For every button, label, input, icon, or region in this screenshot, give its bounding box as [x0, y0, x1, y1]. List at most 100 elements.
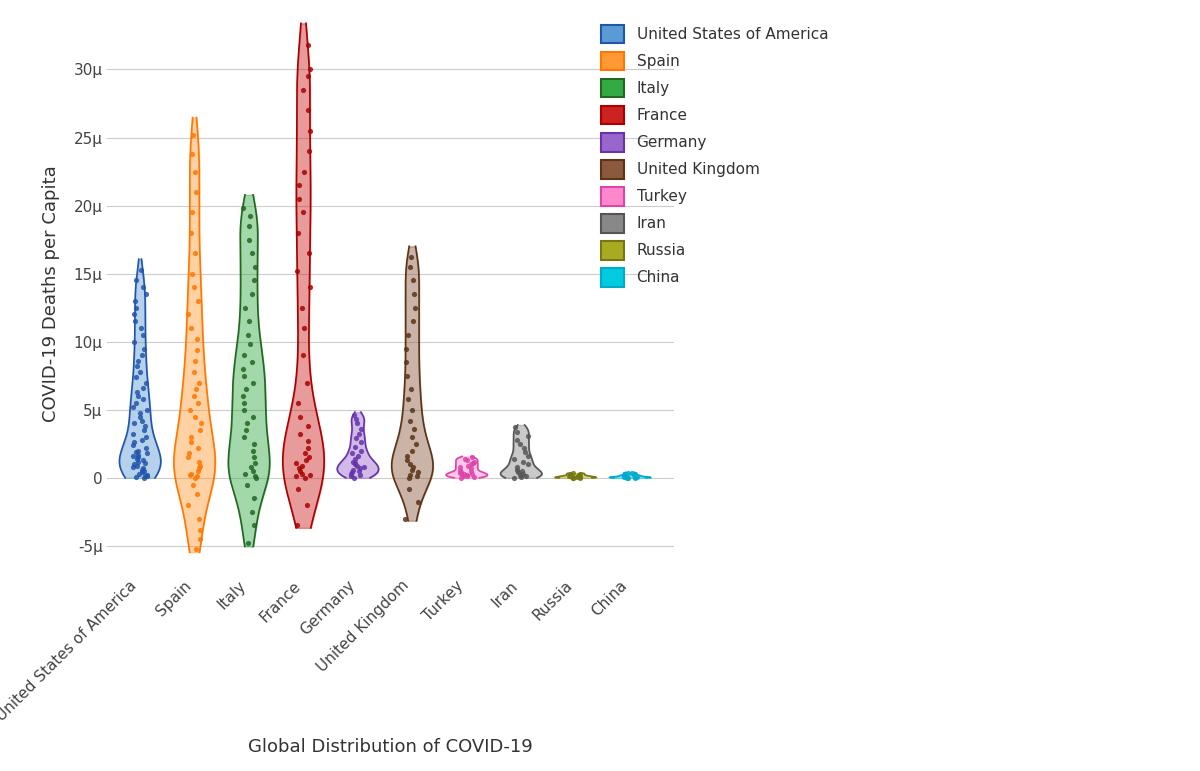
Point — [404, 274, 424, 287]
Point — [347, 417, 366, 429]
Point — [457, 470, 476, 483]
Point — [400, 483, 419, 495]
Point — [128, 451, 148, 463]
Point — [127, 371, 146, 383]
Point — [287, 456, 306, 469]
Point — [244, 520, 263, 532]
Point — [344, 472, 364, 484]
Point — [179, 451, 198, 463]
Point — [136, 431, 155, 443]
Point — [133, 382, 152, 394]
Point — [625, 469, 644, 481]
Point — [133, 415, 152, 427]
Point — [192, 417, 211, 429]
Point — [185, 472, 204, 484]
Point — [347, 413, 366, 426]
Point — [403, 315, 422, 328]
Point — [518, 450, 538, 463]
Point — [300, 281, 319, 294]
Point — [235, 397, 254, 409]
Point — [127, 453, 146, 465]
Point — [397, 342, 416, 355]
Point — [133, 454, 152, 466]
Point — [241, 461, 260, 473]
Point — [289, 227, 308, 239]
Point — [187, 488, 206, 500]
Point — [290, 465, 310, 477]
Point — [406, 438, 425, 450]
Point — [235, 301, 254, 314]
Point — [244, 376, 263, 389]
Point — [352, 444, 371, 456]
Point — [352, 436, 371, 449]
Point — [349, 465, 368, 477]
Point — [289, 193, 308, 205]
Point — [560, 470, 580, 483]
Point — [238, 479, 257, 491]
Point — [569, 470, 588, 482]
Point — [614, 471, 634, 483]
Point — [128, 355, 148, 367]
Point — [511, 471, 530, 483]
Point — [463, 456, 482, 469]
Point — [299, 70, 318, 82]
Point — [236, 424, 256, 436]
Point — [300, 145, 319, 157]
Point — [625, 470, 644, 483]
Point — [342, 470, 361, 483]
Point — [187, 333, 206, 345]
Point — [508, 433, 527, 446]
Point — [509, 466, 528, 479]
Point — [181, 467, 200, 480]
Point — [569, 470, 588, 482]
Point — [188, 465, 208, 477]
Point — [134, 424, 154, 436]
Point — [127, 460, 146, 472]
Point — [180, 403, 199, 416]
Point — [299, 451, 318, 463]
Point — [244, 444, 263, 456]
Point — [182, 268, 202, 280]
Point — [402, 383, 421, 396]
Point — [188, 295, 208, 307]
Point — [188, 456, 208, 468]
Point — [130, 467, 149, 480]
Point — [296, 454, 316, 466]
Point — [190, 460, 209, 472]
Point — [450, 461, 469, 473]
Point — [124, 461, 143, 473]
Point — [628, 471, 647, 483]
Point — [401, 261, 420, 273]
Point — [344, 409, 364, 422]
Point — [350, 428, 370, 440]
Point — [295, 472, 314, 484]
Point — [354, 461, 373, 473]
Point — [181, 227, 200, 239]
Point — [239, 537, 258, 550]
Point — [239, 234, 258, 246]
Point — [508, 461, 527, 473]
Point — [126, 295, 145, 307]
Point — [300, 469, 319, 481]
Point — [127, 360, 146, 372]
Point — [614, 470, 634, 482]
Point — [234, 403, 253, 416]
Point — [191, 533, 210, 545]
Point — [559, 470, 578, 483]
Point — [191, 524, 210, 536]
Point — [185, 281, 204, 294]
Point — [298, 499, 317, 511]
Point — [346, 458, 365, 470]
Point — [245, 492, 264, 504]
Point — [185, 355, 204, 367]
Point — [404, 423, 424, 435]
Point — [564, 471, 583, 483]
Point — [451, 472, 470, 484]
Point — [136, 420, 155, 433]
Point — [464, 471, 484, 483]
Point — [624, 470, 643, 482]
Point — [397, 450, 416, 463]
Point — [128, 449, 148, 461]
Point — [343, 456, 362, 468]
Point — [570, 472, 589, 484]
